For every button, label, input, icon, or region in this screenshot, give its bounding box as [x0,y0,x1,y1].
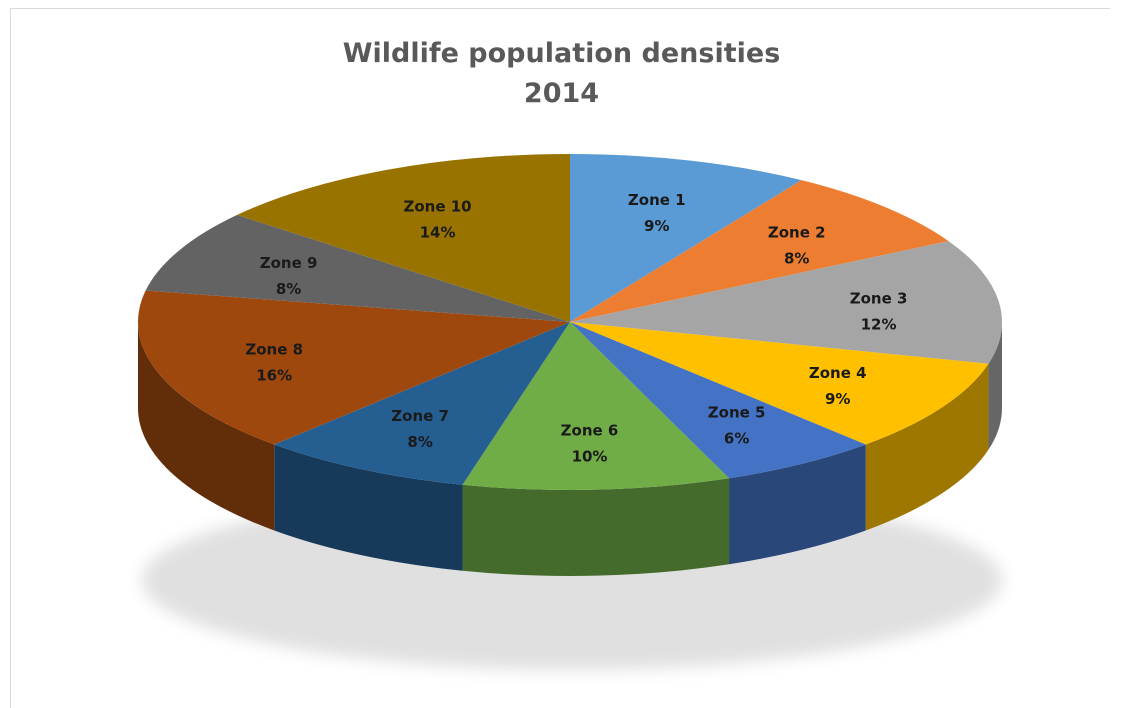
pie-slice-3 [570,241,1002,364]
slice-value-label: 6% [724,429,749,447]
slice-value-label: 9% [644,217,669,235]
pie-slice-5 [570,322,866,479]
data-label-3: Zone 3 12% [850,289,908,333]
chart-title-text: Wildlife population densities [342,38,781,69]
pie-side-8 [138,322,275,531]
data-label-7: Zone 7 8% [391,407,449,451]
pie-slice-6 [462,322,730,490]
pie-slice-1 [570,154,802,322]
pie-tops [138,154,1002,490]
slice-category-label: Zone 8 [245,340,303,358]
pie-sides [138,322,1002,576]
pie-slice-2 [570,180,949,322]
slice-category-label: Zone 4 [809,364,867,382]
pie-slice-4 [570,322,989,445]
data-label-5: Zone 5 6% [708,403,766,447]
pie-side-6 [462,478,730,576]
slice-category-label: Zone 3 [850,289,908,307]
slice-value-label: 14% [420,224,456,242]
pie-side-5 [729,444,866,565]
pie-labels: Zone 1 9% Zone 2 8% Zone 3 12% Zone 4 9% Zone 5 6… [245,191,907,465]
pie-slice-10 [237,154,570,322]
pie-slice-9 [145,214,570,322]
pie-side-4 [865,363,989,531]
data-label-9: Zone 9 8% [260,254,318,298]
slice-category-label: Zone 2 [768,223,826,241]
slice-value-label: 8% [276,280,301,298]
data-label-1: Zone 1 9% [628,191,686,235]
slice-category-label: Zone 10 [403,198,471,216]
slice-category-label: Zone 1 [628,191,686,209]
slice-value-label: 8% [784,249,809,267]
data-label-2: Zone 2 8% [768,223,826,267]
data-label-10: Zone 10 14% [403,198,471,242]
slice-value-label: 16% [256,366,292,384]
slice-category-label: Zone 6 [561,421,619,439]
pie-side-7 [274,444,463,571]
slice-value-label: 9% [825,390,850,408]
data-label-8: Zone 8 16% [245,340,303,384]
slice-value-label: 12% [861,315,897,333]
slice-category-label: Zone 7 [391,407,449,425]
chart-subtitle-text: 2014 [523,78,600,109]
data-label-6: Zone 6 10% [561,421,619,465]
data-label-4: Zone 4 9% [809,364,867,408]
slice-category-label: Zone 9 [260,254,318,272]
slice-value-label: 8% [407,433,432,451]
pie-slice-7 [274,322,570,485]
pie-slice-8 [138,290,571,445]
slice-value-label: 10% [572,447,608,465]
chart-title: Wildlife population densities 2014 [0,34,1123,114]
pie-side-3 [988,322,1002,450]
slice-category-label: Zone 5 [708,403,766,421]
